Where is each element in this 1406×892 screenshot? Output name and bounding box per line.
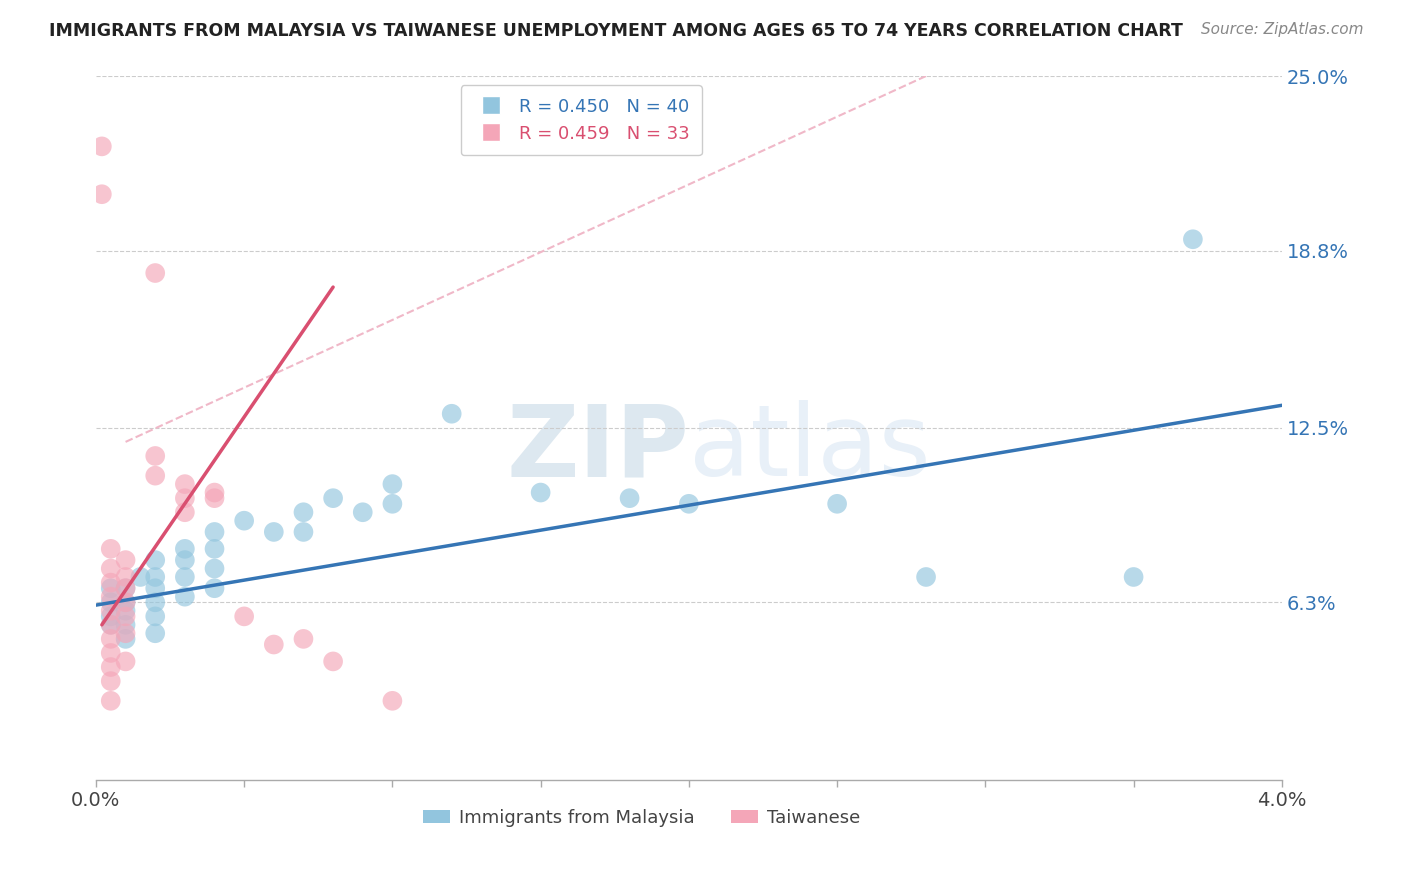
Point — [100, 595, 122, 609]
Point — [204, 561, 226, 575]
Point — [114, 553, 136, 567]
Point — [619, 491, 641, 505]
Point — [114, 595, 136, 609]
Point — [915, 570, 938, 584]
Point — [114, 604, 136, 618]
Point — [173, 570, 195, 584]
Text: ZIP: ZIP — [506, 401, 689, 498]
Point — [114, 581, 136, 595]
Point — [143, 468, 166, 483]
Point — [173, 477, 195, 491]
Point — [114, 609, 136, 624]
Point — [233, 609, 256, 624]
Point — [204, 524, 226, 539]
Point — [100, 581, 122, 595]
Point — [173, 590, 195, 604]
Point — [114, 581, 136, 595]
Point — [114, 626, 136, 640]
Point — [143, 626, 166, 640]
Point — [100, 604, 122, 618]
Point — [100, 646, 122, 660]
Point — [322, 654, 344, 668]
Point — [100, 561, 122, 575]
Point — [530, 485, 553, 500]
Point — [204, 491, 226, 505]
Point — [292, 505, 315, 519]
Point — [233, 514, 256, 528]
Point — [143, 553, 166, 567]
Point — [114, 632, 136, 646]
Point — [292, 524, 315, 539]
Point — [143, 266, 166, 280]
Point — [263, 638, 285, 652]
Point — [678, 497, 700, 511]
Point — [204, 485, 226, 500]
Legend: Immigrants from Malaysia, Taiwanese: Immigrants from Malaysia, Taiwanese — [416, 802, 868, 834]
Point — [114, 595, 136, 609]
Point — [100, 674, 122, 689]
Point — [100, 632, 122, 646]
Point — [143, 609, 166, 624]
Point — [263, 524, 285, 539]
Point — [173, 541, 195, 556]
Point — [100, 660, 122, 674]
Point — [440, 407, 463, 421]
Point — [143, 449, 166, 463]
Point — [90, 187, 112, 202]
Text: Source: ZipAtlas.com: Source: ZipAtlas.com — [1201, 22, 1364, 37]
Point — [143, 581, 166, 595]
Point — [292, 632, 315, 646]
Point — [143, 595, 166, 609]
Point — [90, 139, 112, 153]
Text: IMMIGRANTS FROM MALAYSIA VS TAIWANESE UNEMPLOYMENT AMONG AGES 65 TO 74 YEARS COR: IMMIGRANTS FROM MALAYSIA VS TAIWANESE UN… — [49, 22, 1182, 40]
Point — [100, 617, 122, 632]
Point — [100, 590, 122, 604]
Point — [352, 505, 374, 519]
Point — [129, 570, 152, 584]
Point — [381, 694, 404, 708]
Point — [100, 575, 122, 590]
Point — [1122, 570, 1144, 584]
Point — [114, 570, 136, 584]
Point — [114, 617, 136, 632]
Point — [173, 553, 195, 567]
Point — [100, 609, 122, 624]
Point — [143, 570, 166, 584]
Point — [204, 581, 226, 595]
Point — [204, 541, 226, 556]
Point — [173, 505, 195, 519]
Point — [825, 497, 848, 511]
Point — [100, 541, 122, 556]
Text: atlas: atlas — [689, 401, 931, 498]
Point — [322, 491, 344, 505]
Point — [100, 694, 122, 708]
Point — [114, 654, 136, 668]
Point — [173, 491, 195, 505]
Point — [1181, 232, 1204, 246]
Point — [381, 477, 404, 491]
Point — [100, 617, 122, 632]
Point — [381, 497, 404, 511]
